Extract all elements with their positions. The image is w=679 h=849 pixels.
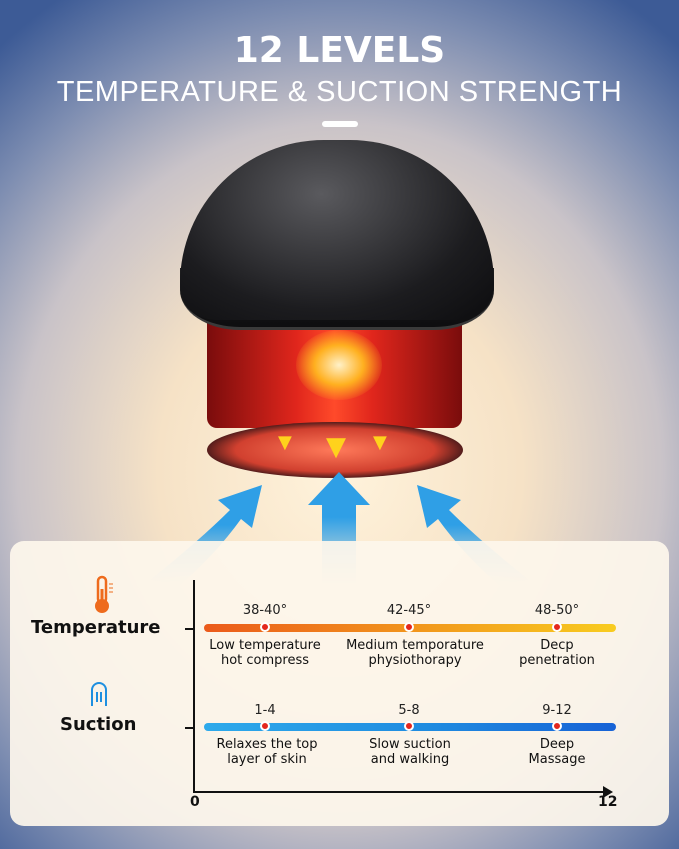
divider xyxy=(322,121,358,127)
level-marker xyxy=(260,622,270,632)
level-marker xyxy=(260,721,270,731)
desc-line: layer of skin xyxy=(227,752,307,767)
temp-range: 42-45° xyxy=(386,603,432,618)
level-marker xyxy=(404,721,414,731)
temp-description: Low temperature hot compress xyxy=(180,638,350,668)
desc-line: Decp xyxy=(540,638,574,653)
desc-line: Relaxes the top xyxy=(216,737,318,752)
axis-max-label: 12 xyxy=(598,794,618,810)
level-marker xyxy=(552,622,562,632)
temp-range: 38-40° xyxy=(242,603,288,618)
desc-line: Slow suction xyxy=(369,737,451,752)
desc-line: Massage xyxy=(528,752,586,767)
suction-range: 5-8 xyxy=(398,703,420,718)
temp-range: 48-50° xyxy=(534,603,580,618)
x-axis xyxy=(193,791,605,793)
heat-arrow-icon: ▼ xyxy=(326,432,346,462)
thermometer-icon xyxy=(95,575,113,613)
x-axis-arrow-icon xyxy=(603,786,613,798)
suction-icon xyxy=(91,682,107,706)
tick xyxy=(185,628,193,630)
desc-line: hot compress xyxy=(220,653,310,668)
y-axis xyxy=(193,580,195,793)
heat-arrow-icon: ▼ xyxy=(278,432,292,453)
desc-line: physiothorapy xyxy=(368,653,462,668)
level-marker xyxy=(404,622,414,632)
temp-description: Medium temporature physiothorapy xyxy=(330,638,500,668)
device-rim xyxy=(207,422,463,478)
suction-range: 1-4 xyxy=(254,703,276,718)
suction-description: Slow suction and walking xyxy=(325,737,495,767)
desc-line: penetration xyxy=(519,653,595,668)
subheadline: TEMPERATURE & SUCTION STRENGTH xyxy=(56,76,623,108)
levels-panel xyxy=(10,541,669,826)
device-red-light xyxy=(296,330,382,400)
device-cap xyxy=(180,140,494,320)
desc-line: Deep xyxy=(539,737,575,752)
headline: 12 LEVELS xyxy=(233,30,446,71)
desc-line: and walking xyxy=(370,752,450,767)
row-label-suction: Suction xyxy=(60,714,137,735)
suction-description: Relaxes the top layer of skin xyxy=(182,737,352,767)
row-label-temperature: Temperature xyxy=(31,617,161,638)
desc-line: Low temperature xyxy=(209,638,321,653)
level-marker xyxy=(552,721,562,731)
heat-arrow-icon: ▼ xyxy=(373,432,387,453)
tick xyxy=(185,727,193,729)
temp-description: Decp penetration xyxy=(472,638,642,668)
suction-description: Deep Massage xyxy=(472,737,642,767)
suction-range: 9-12 xyxy=(542,703,572,718)
desc-line: Medium temporature xyxy=(346,638,484,653)
axis-min-label: 0 xyxy=(190,794,200,810)
